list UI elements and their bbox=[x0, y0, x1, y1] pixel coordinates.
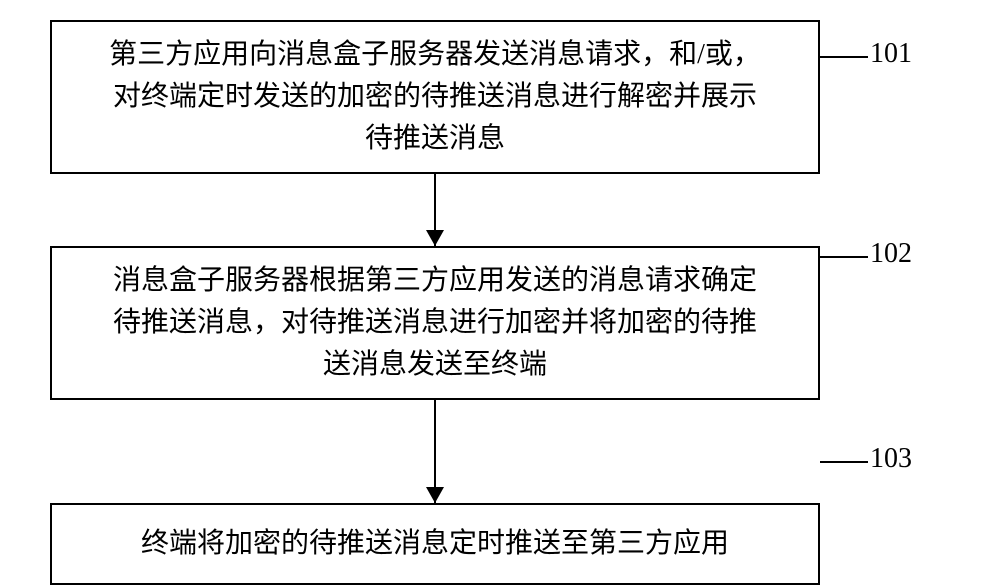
flowchart-box-2: 消息盒子服务器根据第三方应用发送的消息请求确定 待推送消息，对待推送消息进行加密… bbox=[50, 246, 820, 400]
box3-line1: 终端将加密的待推送消息定时推送至第三方应用 bbox=[72, 523, 798, 565]
box2-line3: 送消息发送至终端 bbox=[72, 344, 798, 386]
box2-line1: 消息盒子服务器根据第三方应用发送的消息请求确定 bbox=[72, 260, 798, 302]
box1-line1: 第三方应用向消息盒子服务器发送消息请求，和/或， bbox=[72, 34, 798, 76]
label-103: 103 bbox=[870, 443, 912, 475]
label-101: 101 bbox=[870, 38, 912, 70]
arrow-2 bbox=[50, 400, 820, 503]
box1-line2: 对终端定时发送的加密的待推送消息进行解密并展示 bbox=[72, 76, 798, 118]
flowchart-box-3: 终端将加密的待推送消息定时推送至第三方应用 bbox=[50, 503, 820, 585]
flowchart-box-1: 第三方应用向消息盒子服务器发送消息请求，和/或， 对终端定时发送的加密的待推送消… bbox=[50, 20, 820, 174]
box1-line3: 待推送消息 bbox=[72, 118, 798, 160]
label-101-connector bbox=[820, 55, 870, 75]
arrow-1 bbox=[50, 174, 820, 246]
box2-line2: 待推送消息，对待推送消息进行加密并将加密的待推 bbox=[72, 302, 798, 344]
label-103-connector bbox=[820, 460, 870, 480]
flowchart-container: 第三方应用向消息盒子服务器发送消息请求，和/或， 对终端定时发送的加密的待推送消… bbox=[50, 20, 950, 585]
label-102: 102 bbox=[870, 238, 912, 270]
label-102-connector bbox=[820, 255, 870, 275]
